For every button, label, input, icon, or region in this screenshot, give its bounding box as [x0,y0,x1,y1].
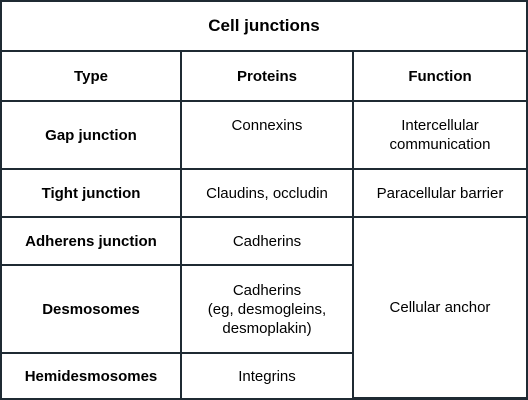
type-cell: Tight junction [2,168,182,218]
header-proteins: Proteins [180,52,354,102]
function-cell: Paracellular barrier [352,168,526,218]
proteins-cell: Claudins, occludin [180,168,354,218]
proteins-line: (eg, desmogleins, [207,300,327,318]
proteins-cell: Cadherins [180,216,354,266]
proteins-line: desmoplakin) [222,319,312,337]
function-cell: Intercellular communication [352,100,526,170]
header-row: Type Proteins Function [2,52,526,102]
table-title: Cell junctions [2,2,526,52]
header-function: Function [352,52,526,102]
proteins-cell: Cadherins (eg, desmogleins, desmoplakin) [180,264,353,354]
function-line: communication [389,136,491,153]
table-row: Tight junction Claudins, occludin Parace… [2,168,526,218]
table-row: Adherens junction Cadherins Cellular anc… [2,216,526,399]
table-row: Desmosomes Cadherins (eg, desmogleins, d… [2,264,526,354]
type-cell: Gap junction [2,100,182,170]
proteins-cell: Integrins [180,352,353,398]
function-cell-merged: Cellular anchor [352,216,526,399]
cell-junctions-table: Type Proteins Function Gap junction Conn… [2,52,526,399]
type-cell: Hemidesmosomes [2,352,182,398]
function-line: Intercellular [401,117,479,134]
proteins-line: Cadherins [232,281,302,299]
type-cell: Desmosomes [2,264,182,354]
table-row: Gap junction Connexins Intercellular com… [2,100,526,170]
table-row: Hemidesmosomes Integrins [2,352,526,398]
header-type: Type [2,52,182,102]
type-cell: Adherens junction [2,216,182,266]
proteins-cell: Connexins [180,100,354,170]
